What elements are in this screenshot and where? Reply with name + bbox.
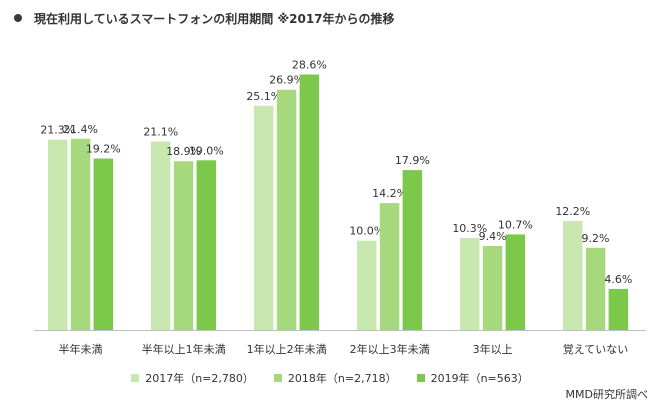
category-label-1: 半年以上1年未満 [142,342,226,356]
bar-2017-2 [254,105,274,330]
value-label-2018-2: 26.9% [269,74,304,87]
value-label-2017-4: 10.3% [452,222,487,235]
legend-label-2018: 2018年（n=2,718） [287,372,397,385]
bar-2019-4 [505,234,526,330]
value-label-2019-1: 19.0% [189,144,224,157]
value-label-2019-0: 19.2% [86,143,121,156]
bar-2017-3 [357,240,377,330]
legend: 2017年（n=2,780） 2018年（n=2,718） 2019年（n=56… [0,369,660,387]
value-label-2017-1: 21.1% [143,126,178,139]
value-label-2018-3: 14.2% [372,187,407,200]
bar-2017-5 [563,221,583,330]
category-label-2: 1年以上2年未満 [247,342,327,356]
bar-2018-3 [379,203,400,330]
bar-2018-1 [173,161,194,330]
source-note: MMD研究所調べ [565,388,648,401]
category-label-5: 覚えていない [563,343,628,356]
title-bullet-icon [14,14,22,22]
category-label-3: 2年以上3年未満 [350,342,430,356]
chart-title: 現在利用しているスマートフォンの利用期間 ※2017年からの推移 [34,11,395,26]
bar-2019-5 [608,288,629,330]
value-label-2018-5: 9.2% [582,232,610,245]
value-label-2019-2: 28.6% [292,59,327,72]
bar-2019-2 [299,74,320,330]
value-label-2019-3: 17.9% [395,154,430,167]
value-label-2017-2: 25.1% [246,90,281,103]
value-label-2019-4: 10.7% [498,218,533,231]
bar-2017-4 [460,238,480,330]
value-label-2017-0: 21.3% [40,124,75,137]
value-label-2017-5: 12.2% [555,205,590,218]
legend-swatch-2017 [131,374,140,382]
legend-label-2017: 2017年（n=2,780） [145,372,254,385]
value-label-2018-4: 9.4% [479,230,507,243]
bar-2019-1 [196,160,217,330]
legend-swatch-2019 [416,374,425,382]
legend-item-2017: 2017年（n=2,780） [131,370,254,386]
bar-2019-3 [402,170,423,330]
legend-swatch-2018 [273,374,282,382]
bar-2018-0 [70,138,91,330]
legend-item-2018: 2018年（n=2,718） [273,370,397,386]
bar-2017-1 [151,141,171,330]
legend-item-2019: 2019年（n=563） [416,370,529,386]
bar-2018-2 [276,89,297,330]
title-row: 現在利用しているスマートフォンの利用期間 ※2017年からの推移 [14,6,395,30]
value-label-2018-0: 21.4% [63,123,98,136]
bar-2018-5 [585,247,606,330]
value-label-2017-3: 10.0% [349,225,384,238]
bar-2017-0 [48,139,68,330]
bar-2018-4 [482,246,503,330]
value-label-2018-1: 18.9% [166,145,201,158]
category-label-0: 半年未満 [59,342,103,356]
category-label-4: 3年以上 [473,342,513,356]
bar-2019-0 [93,158,114,330]
legend-label-2019: 2019年（n=563） [430,372,529,385]
value-label-2019-5: 4.6% [604,273,632,286]
